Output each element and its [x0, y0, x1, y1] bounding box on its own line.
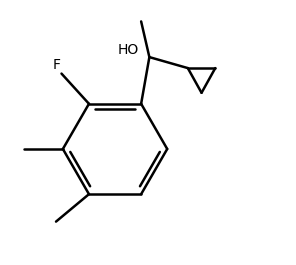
Text: F: F: [52, 58, 60, 72]
Text: HO: HO: [117, 43, 139, 57]
